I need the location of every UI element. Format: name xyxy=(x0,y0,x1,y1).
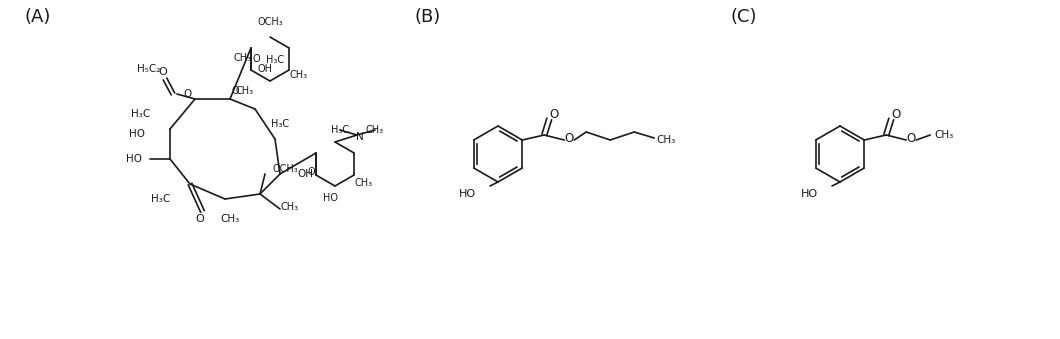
Text: HO: HO xyxy=(129,129,145,139)
Text: O: O xyxy=(891,107,901,120)
Text: H₃C: H₃C xyxy=(271,119,289,129)
Text: O: O xyxy=(252,54,260,64)
Text: O: O xyxy=(183,89,191,99)
Text: H₃C: H₃C xyxy=(130,109,151,119)
Text: O: O xyxy=(550,107,559,120)
Text: OCH₃: OCH₃ xyxy=(258,17,283,27)
Text: HO: HO xyxy=(801,189,818,199)
Text: (A): (A) xyxy=(25,8,51,26)
Text: CH₃: CH₃ xyxy=(281,202,299,212)
Text: HO: HO xyxy=(322,193,337,203)
Text: CH₃: CH₃ xyxy=(935,130,954,140)
Text: O: O xyxy=(565,132,573,144)
Text: CH₃: CH₃ xyxy=(234,53,252,63)
Text: N: N xyxy=(356,132,364,142)
Text: OH: OH xyxy=(297,169,313,179)
Text: HO: HO xyxy=(459,189,476,199)
Text: HO: HO xyxy=(126,154,142,164)
Text: H₅C₂: H₅C₂ xyxy=(137,64,160,74)
Text: CH₃: CH₃ xyxy=(355,178,373,188)
Text: H₃C: H₃C xyxy=(266,55,284,65)
Text: OH: OH xyxy=(258,64,272,74)
Text: (B): (B) xyxy=(416,8,441,26)
Text: O: O xyxy=(307,167,315,177)
Text: CH₃: CH₃ xyxy=(236,86,254,96)
Text: H₃C: H₃C xyxy=(151,194,170,204)
Text: CH₃: CH₃ xyxy=(290,70,308,80)
Text: CH₃: CH₃ xyxy=(220,214,240,224)
Text: (C): (C) xyxy=(730,8,757,26)
Text: CH₃: CH₃ xyxy=(656,135,676,145)
Text: O: O xyxy=(231,86,239,96)
Text: H₃C: H₃C xyxy=(331,125,349,135)
Text: CH₃: CH₃ xyxy=(366,125,384,135)
Text: O: O xyxy=(159,67,167,77)
Text: O: O xyxy=(906,132,916,144)
Text: O: O xyxy=(195,215,204,224)
Text: OCH₃: OCH₃ xyxy=(272,164,298,174)
